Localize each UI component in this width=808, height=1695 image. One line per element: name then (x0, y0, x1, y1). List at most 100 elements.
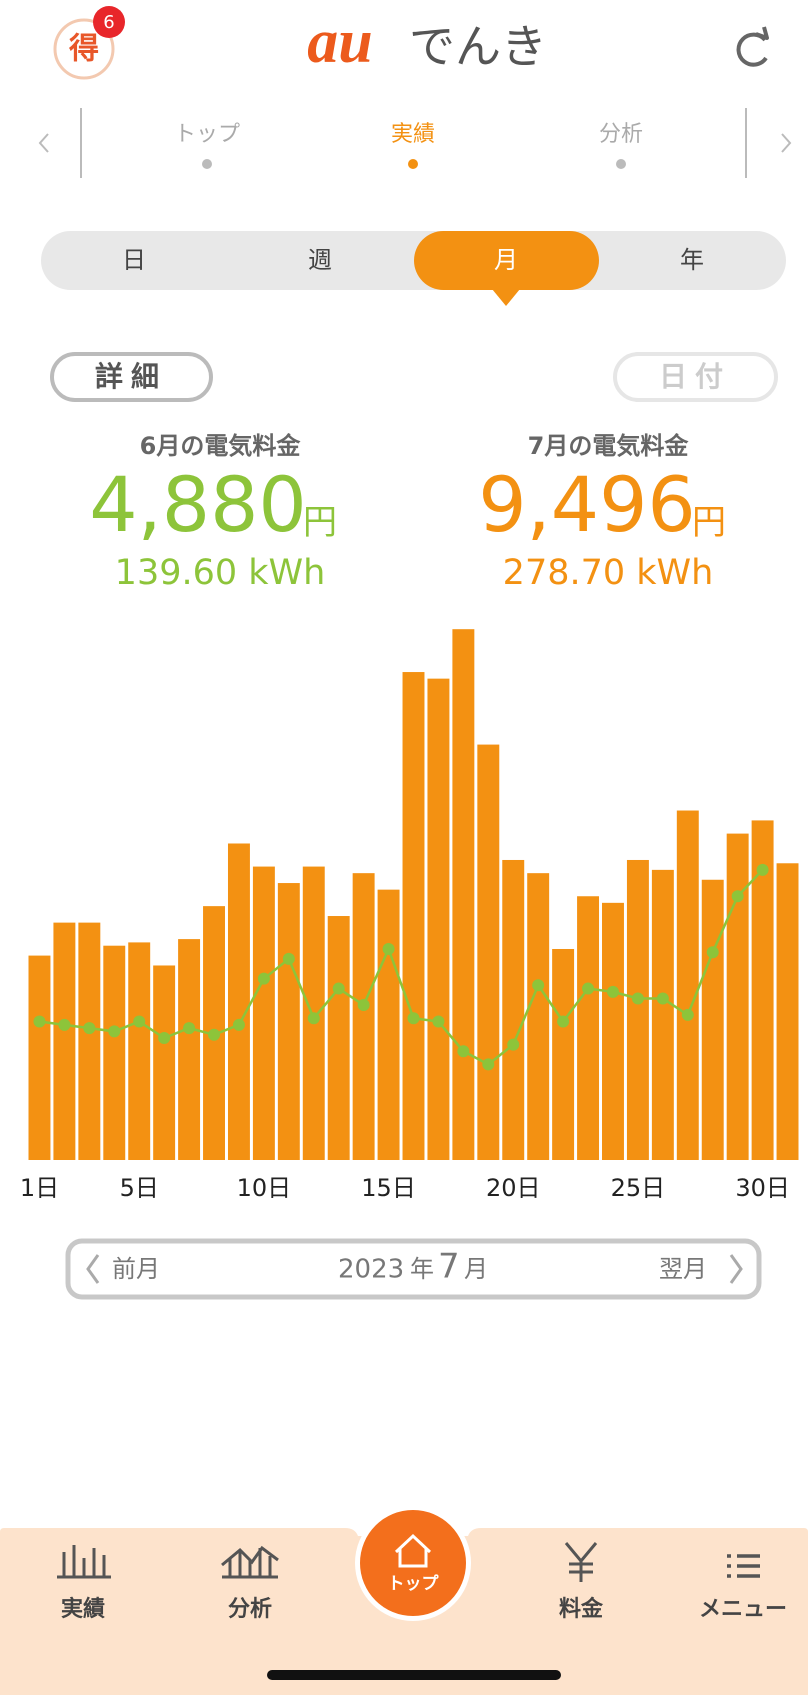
comparison-point (482, 1058, 495, 1071)
nav-label[interactable]: トップ (388, 1573, 440, 1594)
tab-dot (202, 159, 212, 169)
summary-kwh: 139.60 kWh (115, 553, 326, 593)
comparison-point (432, 1015, 445, 1028)
summary-amount: 9,496 (478, 460, 696, 549)
comparison-point (33, 1015, 46, 1028)
month-unit: 月 (464, 1255, 488, 1283)
badge-count-bg (93, 6, 125, 38)
tab-dot (616, 159, 626, 169)
month: 7 (438, 1247, 460, 1287)
bar (178, 939, 201, 1160)
bar (53, 922, 76, 1160)
period-label[interactable]: 年 (680, 246, 704, 274)
summary-label: 7月の電気料金 (528, 432, 690, 460)
comparison-point (183, 1022, 196, 1035)
comparison-point (631, 992, 644, 1005)
tab-prev[interactable] (38, 133, 49, 153)
period-active (414, 231, 599, 290)
bar (502, 859, 525, 1160)
bar (28, 955, 51, 1160)
bar (751, 820, 774, 1160)
menu-icon (727, 1554, 760, 1578)
fee-icon (564, 1542, 598, 1582)
month-next[interactable]: 翌月 (659, 1255, 707, 1283)
comparison-point (407, 1012, 420, 1025)
comparison-point (357, 999, 370, 1012)
summary-unit: 円 (692, 503, 726, 543)
comparison-point (656, 992, 669, 1005)
summary-kwh: 278.70 kWh (503, 553, 714, 593)
comparison-point (606, 985, 619, 998)
date-button[interactable] (613, 352, 778, 402)
year: 2023 (338, 1255, 404, 1285)
tab-label[interactable]: 実績 (391, 122, 435, 147)
bar (153, 965, 176, 1160)
bar (402, 672, 425, 1160)
period-label[interactable]: 週 (308, 246, 332, 274)
bar (427, 678, 450, 1160)
tab-label[interactable]: トップ (174, 122, 240, 147)
bar (776, 863, 799, 1160)
comparison-point (282, 952, 295, 965)
bar (577, 896, 600, 1160)
nav-label[interactable]: メニュー (699, 1597, 787, 1622)
month-nav (65, 1238, 762, 1300)
home-indicator (267, 1670, 561, 1680)
summary-unit: 円 (303, 503, 337, 543)
month-prev[interactable]: 前月 (112, 1255, 160, 1283)
comparison-point (257, 972, 270, 985)
bar (602, 902, 624, 1160)
date-button-label: 日付 (659, 360, 731, 393)
tab-dot (408, 159, 418, 169)
comparison-point (557, 1015, 570, 1028)
tab-next[interactable] (781, 133, 792, 153)
comparison-point (706, 946, 719, 959)
year-unit: 年 (410, 1255, 434, 1283)
detail-button-label: 詳細 (95, 360, 167, 393)
x-tick-label: 25日 (611, 1174, 666, 1202)
nav-label[interactable]: 実績 (61, 1596, 105, 1622)
x-tick-label: 10日 (237, 1174, 292, 1202)
bar (128, 942, 151, 1160)
bar (701, 879, 724, 1160)
bar (726, 833, 749, 1160)
bar (78, 922, 101, 1160)
comparison-point (731, 890, 744, 903)
x-tick-label: 20日 (486, 1174, 541, 1202)
period-toggle (41, 231, 786, 290)
home-button[interactable] (360, 1510, 466, 1616)
badge-icon-text: 得 (68, 32, 99, 67)
badge-icon[interactable] (53, 18, 115, 80)
comparison-point (158, 1032, 171, 1045)
bar (377, 889, 400, 1160)
summary-label: 6月の電気料金 (140, 432, 302, 460)
month-next-arrow[interactable] (729, 1254, 743, 1284)
nav-label[interactable]: 分析 (228, 1597, 272, 1622)
bar (352, 873, 375, 1160)
nav-label[interactable]: 料金 (559, 1596, 604, 1622)
detail-button[interactable] (50, 352, 213, 402)
comparison-point (108, 1025, 121, 1038)
bar (651, 869, 674, 1160)
bar (477, 744, 500, 1160)
x-tick-label: 1日 (20, 1174, 59, 1202)
logo-au: au (307, 8, 372, 76)
comparison-point (208, 1028, 221, 1041)
tab-label[interactable]: 分析 (599, 122, 643, 147)
month-prev-arrow[interactable] (86, 1254, 100, 1284)
bar (327, 916, 350, 1160)
comparison-point (307, 1012, 320, 1025)
refresh-icon[interactable] (736, 26, 769, 67)
results-icon (57, 1545, 111, 1579)
comparison-point (332, 982, 345, 995)
bar (277, 883, 300, 1160)
bar (252, 866, 275, 1160)
home-icon (394, 1533, 432, 1568)
logo-text: でんき (409, 20, 547, 74)
period-pointer (492, 289, 520, 306)
comparison-point (756, 863, 769, 876)
period-label[interactable]: 日 (122, 246, 146, 274)
period-label[interactable]: 月 (494, 246, 518, 274)
analysis-icon (221, 1545, 279, 1579)
